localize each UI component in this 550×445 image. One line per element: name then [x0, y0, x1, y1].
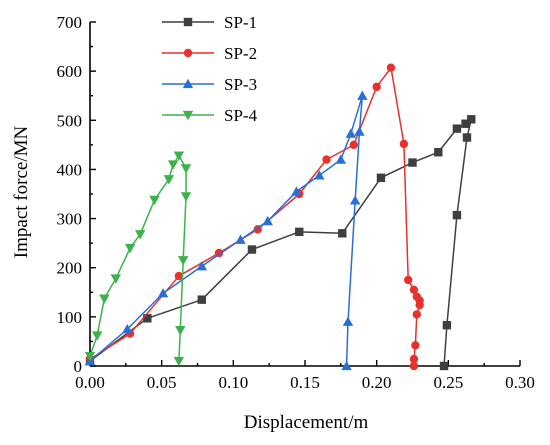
data-point — [338, 229, 347, 238]
data-point — [439, 361, 449, 371]
data-point — [409, 285, 419, 295]
legend-marker — [182, 110, 194, 121]
data-point — [341, 360, 352, 371]
data-point — [122, 323, 133, 334]
data-point — [376, 173, 386, 182]
legend-item-sp-3: SP-3 — [162, 75, 257, 94]
series-line — [89, 118, 473, 367]
x-tick-label: 0.15 — [290, 373, 320, 392]
data-point — [442, 321, 452, 330]
data-point — [143, 314, 152, 323]
legend-label: SP-4 — [224, 106, 258, 125]
data-point — [452, 210, 462, 220]
data-point — [462, 133, 472, 142]
y-tick-label: 600 — [57, 62, 83, 81]
data-point — [409, 354, 419, 364]
data-point — [354, 126, 365, 136]
data-point — [291, 186, 302, 196]
data-point — [434, 148, 443, 157]
data-point — [322, 155, 331, 164]
series-sp-4 — [84, 151, 192, 367]
y-tick-label: 400 — [57, 160, 83, 179]
data-point — [163, 175, 175, 185]
series-sp-2 — [85, 63, 424, 371]
series-line — [89, 94, 364, 367]
data-point — [84, 352, 96, 362]
data-point — [197, 295, 206, 304]
legend: SP-1 SP-2 SP-3 SP-4 — [162, 13, 258, 125]
x-tick-label: 0.30 — [505, 373, 535, 392]
y-tick-label: 700 — [57, 13, 83, 32]
data-point — [262, 215, 273, 226]
data-point — [173, 151, 185, 161]
data-point — [235, 234, 246, 244]
data-point — [99, 294, 110, 304]
data-point — [386, 63, 396, 72]
y-tick-label: 500 — [57, 111, 83, 130]
data-point — [345, 128, 357, 138]
legend-label: SP-3 — [224, 75, 257, 94]
data-point — [173, 356, 185, 367]
data-point — [399, 139, 409, 149]
y-tick-label: 200 — [57, 259, 83, 278]
data-point — [247, 245, 257, 254]
legend-marker — [183, 17, 193, 27]
data-point — [372, 82, 381, 92]
legend-item-sp-4: SP-4 — [162, 106, 258, 125]
data-point — [180, 192, 192, 202]
data-point — [180, 164, 192, 174]
data-point — [134, 230, 146, 240]
legend-marker — [183, 48, 193, 58]
series-layer — [84, 63, 476, 371]
legend-marker — [182, 78, 194, 89]
data-point — [174, 271, 184, 281]
data-point — [349, 140, 358, 150]
data-point — [314, 170, 325, 180]
data-point — [157, 288, 169, 298]
data-point — [295, 227, 304, 237]
data-point — [110, 274, 121, 284]
legend-item-sp-2: SP-2 — [162, 44, 257, 63]
x-tick-label: 0.05 — [147, 373, 177, 392]
series-sp-1 — [85, 115, 476, 371]
data-point — [408, 158, 417, 167]
data-point — [196, 261, 207, 271]
y-tick-label: 0 — [74, 357, 83, 376]
y-axis-label: Impact force/MN — [11, 126, 32, 259]
series-line — [89, 154, 187, 362]
legend-label: SP-2 — [224, 44, 257, 63]
data-point — [149, 195, 160, 206]
data-point — [342, 316, 354, 326]
data-point — [357, 90, 368, 100]
data-point — [335, 154, 347, 164]
series-sp-3 — [84, 90, 368, 371]
y-tick-label: 100 — [57, 308, 83, 327]
data-point — [452, 124, 462, 133]
legend-label: SP-1 — [224, 13, 257, 32]
data-point — [167, 160, 179, 170]
data-point — [91, 331, 103, 341]
x-tick-label: 0.10 — [218, 373, 248, 392]
x-tick-label: 0.25 — [433, 373, 463, 392]
legend-item-sp-1: SP-1 — [162, 13, 257, 32]
y-tick-label: 300 — [57, 210, 83, 229]
data-point — [412, 310, 421, 319]
data-point — [461, 119, 470, 128]
data-point — [415, 300, 424, 310]
data-point — [177, 256, 189, 266]
x-tick-label: 0.00 — [75, 373, 105, 392]
data-point — [411, 341, 420, 350]
data-point — [404, 275, 413, 285]
data-point — [409, 361, 419, 371]
axes: 0.00 0.05 0.10 0.15 0.20 0.25 0.30 0 100 200 300 40… — [57, 13, 535, 392]
x-axis-label: Displacement/m — [244, 412, 369, 433]
data-point — [349, 195, 361, 205]
data-point — [175, 325, 186, 336]
data-point — [124, 243, 136, 254]
data-point — [467, 115, 476, 124]
x-tick-label: 0.20 — [362, 373, 392, 392]
